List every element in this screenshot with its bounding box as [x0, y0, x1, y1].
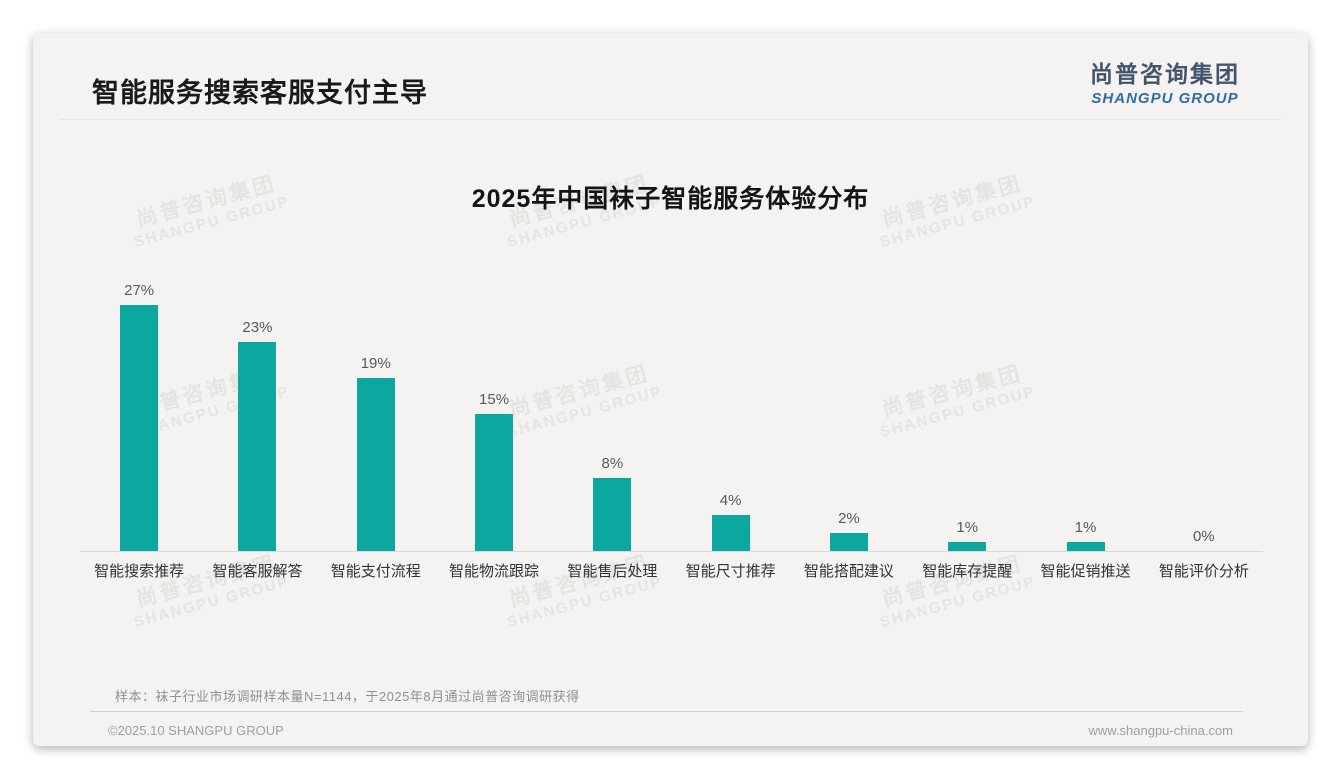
bar: [829, 533, 868, 551]
footer-divider: [90, 711, 1243, 712]
category-label: 智能促销推送: [1040, 563, 1131, 580]
category-label: 智能搭配建议: [803, 563, 894, 580]
category-label: 智能搜索推荐: [94, 563, 185, 580]
bar-column: 2%: [790, 510, 908, 551]
bar-value-label: 27%: [124, 282, 155, 299]
bar-value-label: 8%: [601, 455, 624, 472]
bar: [948, 542, 987, 551]
bar: [711, 515, 750, 551]
bar-column: 27%: [80, 282, 198, 551]
footer-copyright: ©2025.10 SHANGPU GROUP: [108, 723, 284, 738]
bar: [356, 378, 395, 551]
company-logo: 尚普咨询集团 SHANGPU GROUP: [1090, 55, 1240, 107]
bar: [120, 305, 159, 551]
category-label: 智能库存提醒: [922, 563, 1013, 580]
category-label: 智能售后处理: [567, 563, 658, 580]
bar: [475, 414, 514, 551]
category-label: 智能物流跟踪: [449, 563, 540, 580]
chart-title: 2025年中国袜子智能服务体验分布: [471, 185, 870, 213]
category-label: 智能评价分析: [1158, 563, 1249, 580]
bar-chart-columns: 27% 23% 19% 15% 8% 4% 2% 1% 1% 0%: [80, 262, 1263, 552]
bar-value-label: 15%: [479, 391, 510, 408]
logo-english-name: SHANGPU GROUP: [1091, 90, 1239, 107]
page-title: 智能服务搜索客服支付主导: [92, 78, 428, 108]
bar-column: 15%: [435, 391, 553, 551]
slide-card: 尚普咨询集团 SHANGPU GROUP 尚普咨询集团 SHANGPU GROUP 尚普…: [33, 33, 1308, 746]
bar-value-label: 0%: [1192, 528, 1215, 545]
bar-column: 0%: [1145, 528, 1263, 551]
slide-content: 智能服务搜索客服支付主导 尚普咨询集团 SHANGPU GROUP 2025年中…: [33, 33, 1308, 746]
category-axis: 智能搜索推荐 智能客服解答 智能支付流程 智能物流跟踪 智能售后处理 智能尺寸推荐 智能搭配…: [80, 560, 1263, 581]
bar-column: 4%: [671, 492, 789, 551]
header-divider: [59, 119, 1282, 120]
bar: [238, 342, 277, 551]
bar-column: 1%: [1026, 519, 1144, 551]
bar-column: 23%: [198, 319, 316, 551]
bar-value-label: 1%: [956, 519, 979, 536]
sample-note: 样本：袜子行业市场调研样本量N=1144，于2025年8月通过尚普咨询调研获得: [115, 689, 580, 704]
bar: [593, 478, 632, 551]
bar-column: 1%: [908, 519, 1026, 551]
category-label: 智能支付流程: [330, 563, 421, 580]
logo-chinese-name: 尚普咨询集团: [1090, 61, 1240, 87]
bar-value-label: 1%: [1074, 519, 1097, 536]
bar-value-label: 4%: [719, 492, 742, 509]
bar-column: 19%: [317, 355, 435, 551]
bar: [1066, 542, 1105, 551]
category-label: 智能尺寸推荐: [685, 563, 776, 580]
footer: ©2025.10 SHANGPU GROUP www.shangpu-china…: [108, 723, 1233, 738]
footer-website: www.shangpu-china.com: [1088, 723, 1233, 738]
category-label: 智能客服解答: [212, 563, 303, 580]
bar-value-label: 19%: [360, 355, 391, 372]
bar-value-label: 2%: [838, 510, 860, 527]
bar-value-label: 23%: [242, 319, 273, 336]
bar-column: 8%: [553, 455, 671, 551]
